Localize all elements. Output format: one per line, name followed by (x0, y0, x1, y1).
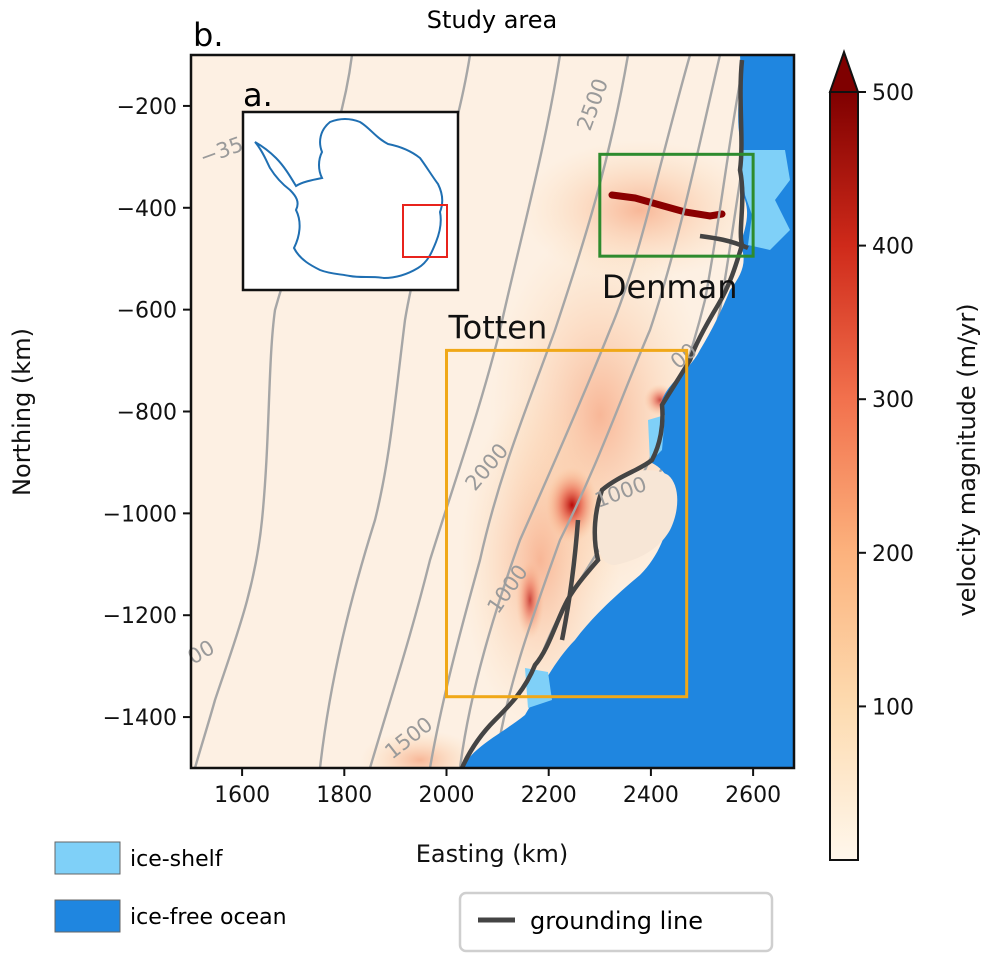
region-label-totten: Totten (448, 308, 548, 346)
region-boxes: Denman Totten (445, 152, 755, 699)
colorbar-ticks: 100 200 300 400 500 (858, 81, 914, 720)
panel-label-b: b. (193, 16, 223, 54)
y-tick-label: −400 (117, 197, 177, 222)
colorbar-label: velocity magnitude (m/yr) (953, 303, 981, 616)
colorbar: 100 200 300 400 500 velocity magnitude (m/yr… (828, 48, 981, 861)
colorbar-tick-label: 400 (872, 235, 914, 260)
colorbar-gradient (829, 91, 859, 861)
y-tick-label: −800 (117, 401, 177, 426)
y-tick-label: −600 (117, 299, 177, 324)
x-axis-label: Easting (km) (416, 840, 569, 868)
y-tick-label: −1200 (103, 604, 177, 629)
x-tick-label: 2200 (521, 783, 577, 808)
legend-label-ice-shelf: ice-shelf (130, 847, 224, 872)
y-tick-label: −1000 (103, 502, 177, 527)
x-tick-label: 2000 (419, 783, 475, 808)
colorbar-tick-label: 200 (872, 542, 914, 567)
ice-free-ocean (462, 55, 794, 768)
colorbar-extend-arrow (828, 48, 860, 93)
y-axis-label: Northing (km) (8, 328, 36, 496)
totten-ice-tongue (596, 470, 678, 566)
x-tick-label: 1800 (316, 783, 372, 808)
colorbar-tick-label: 100 (872, 695, 914, 720)
chart-title: Study area (427, 6, 557, 34)
x-axis-ticks: 1600 1800 2000 2200 2400 2600 (214, 768, 781, 808)
y-axis-ticks: −200 −400 −600 −800 −1000 −1200 −1400 (103, 95, 191, 731)
legend: ice-shelf ice-free ocean grounding line (54, 841, 774, 953)
y-tick-label: −200 (117, 95, 177, 120)
x-tick-label: 1600 (214, 783, 270, 808)
region-label-denman: Denman (602, 268, 738, 306)
colorbar-tick-label: 300 (872, 388, 914, 413)
legend-box-grounding-line (458, 891, 774, 953)
grounding-line-denman (699, 233, 749, 251)
region-box-totten (445, 348, 689, 699)
inset-map: a. (241, 76, 460, 292)
x-tick-label: 2400 (623, 783, 679, 808)
grounding-line-inlet (559, 519, 581, 641)
antarctica-outline (254, 118, 444, 280)
colorbar-tick-label: 500 (872, 81, 914, 106)
legend-swatch-ice-free-ocean (54, 899, 121, 933)
legend-label-grounding-line: grounding line (530, 907, 703, 935)
x-tick-label: 2600 (725, 783, 781, 808)
denman-glacier-streak (608, 191, 726, 220)
inset-frame (241, 110, 460, 292)
y-tick-label: −1400 (103, 706, 177, 731)
panel-label-a: a. (243, 76, 273, 114)
region-box-denman (598, 152, 755, 258)
grounding-line-path (459, 59, 745, 768)
map-area (191, 55, 794, 768)
legend-swatch-ice-shelf (54, 841, 121, 875)
inset-study-box (402, 204, 448, 258)
legend-label-ice-free-ocean: ice-free ocean (130, 905, 287, 930)
